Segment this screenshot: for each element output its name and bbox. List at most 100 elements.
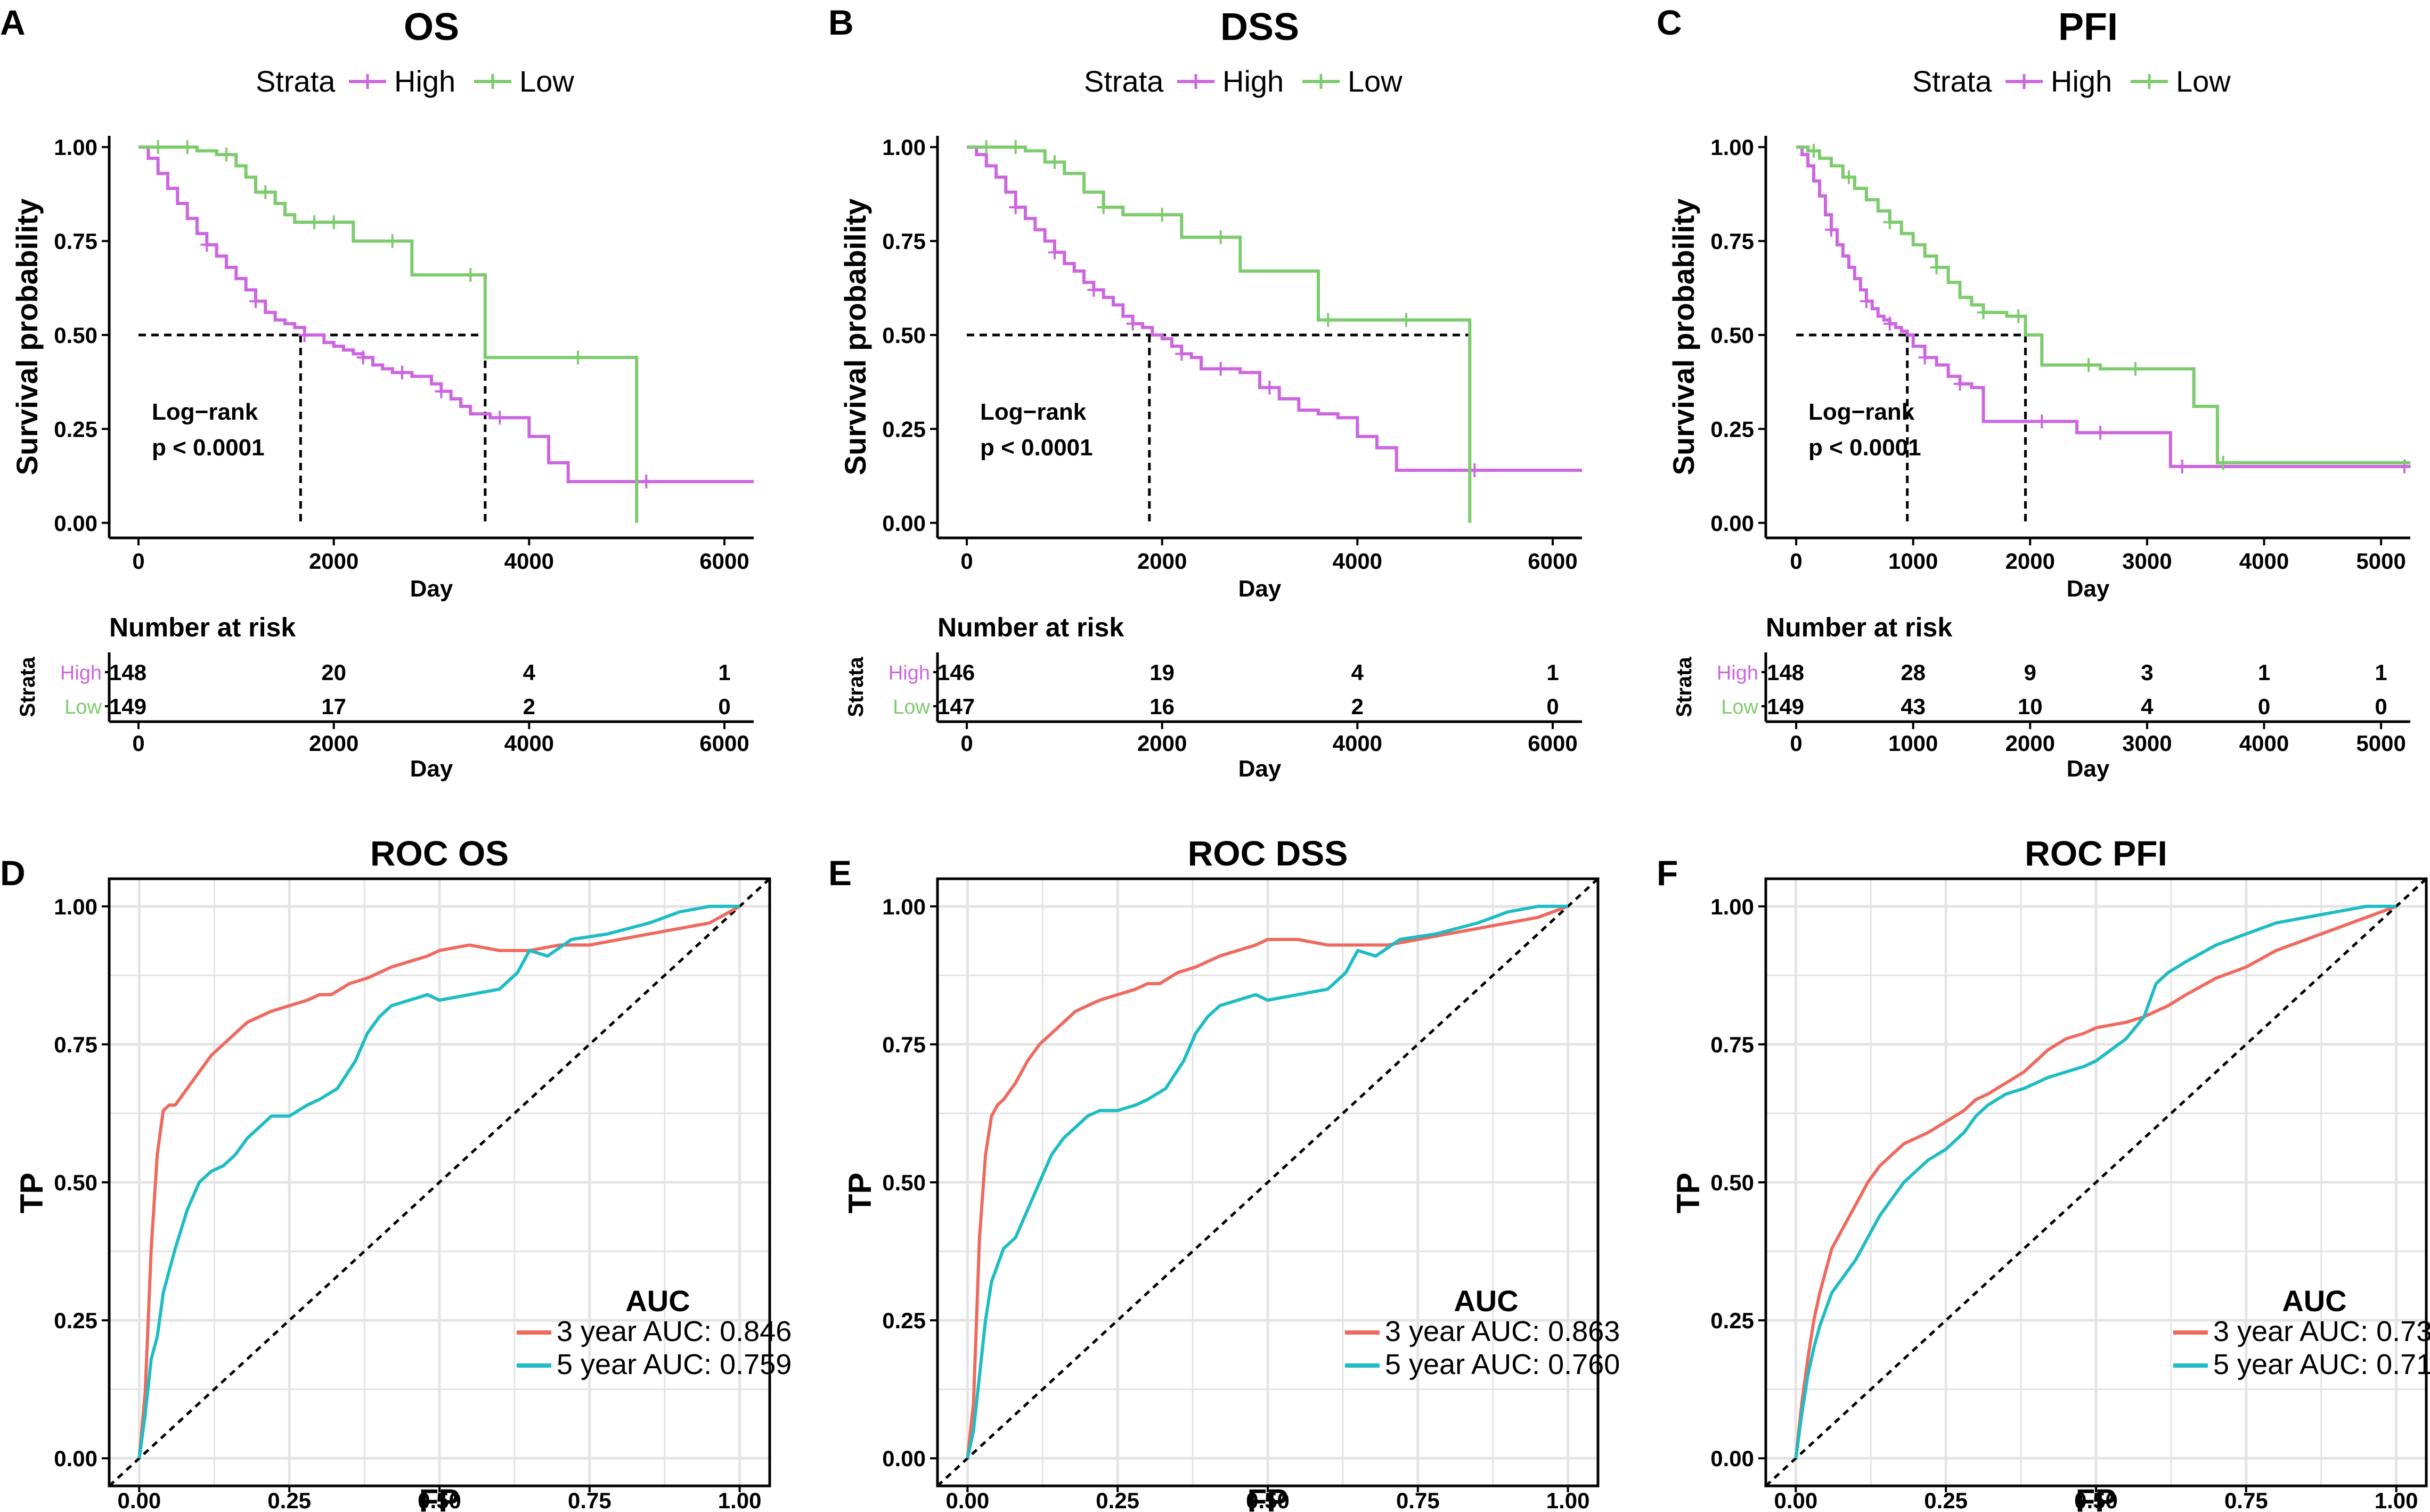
y-axis-title: TP [14, 1173, 50, 1214]
survival-curve-high [967, 145, 1582, 472]
censor-mark [2012, 309, 2025, 323]
x-tick-label: 4000 [504, 549, 554, 574]
risk-row-label-high: High [888, 662, 930, 684]
risk-table-x-axis-title: Day [1238, 756, 1282, 782]
risk-count: 146 [937, 660, 975, 685]
y-axis-title: Survival probability [10, 199, 44, 476]
y-tick-label: 0.75 [1710, 1032, 1754, 1057]
legend-label-high: High [2051, 64, 2112, 98]
x-tick-label: 0.50 [418, 1488, 461, 1512]
censor-mark [1883, 215, 1896, 230]
censor-mark [2094, 426, 2107, 440]
y-tick-label: 0.00 [54, 1446, 97, 1471]
roc-curve-3-year [1794, 904, 2397, 1459]
risk-count: 1 [2375, 660, 2387, 685]
legend-label: 3 year AUC: 0.734 [2213, 1315, 2430, 1347]
y-tick-label: 0.75 [54, 1032, 97, 1057]
censor-mark [1322, 313, 1335, 327]
y-tick-label: 0.25 [882, 416, 926, 442]
panel-title: ROC DSS [1188, 833, 1348, 873]
x-tick-label: 4000 [1333, 549, 1382, 574]
censor-mark [1009, 140, 1022, 154]
risk-row-label-low: Low [893, 696, 930, 718]
panel-letter: F [1657, 853, 1678, 893]
survival-series-high [1796, 145, 2411, 473]
legend-key-censor [360, 74, 375, 89]
risk-count: 1 [1546, 660, 1559, 685]
roc-curve-5-year [137, 904, 740, 1459]
censor-mark [1930, 260, 1943, 274]
risk-table-x-tick-label: 3000 [2122, 731, 2172, 756]
risk-table-x-tick-label: 2000 [1137, 731, 1187, 756]
risk-row-label-low: Low [64, 696, 102, 718]
x-tick-label: 2000 [2005, 549, 2055, 574]
risk-count: 0 [718, 694, 730, 719]
risk-count: 2 [1351, 694, 1364, 719]
risk-table-x-axis-title: Day [2067, 756, 2110, 782]
risk-table-strata-label: Strata [844, 657, 868, 717]
censor-mark [1860, 294, 1873, 308]
censor-mark [181, 140, 194, 154]
censor-mark [356, 350, 370, 365]
risk-count: 1 [2258, 660, 2270, 685]
x-tick-label: 1.00 [1546, 1488, 1590, 1512]
censor-mark [2129, 362, 2142, 376]
x-tick-label: 0 [1790, 549, 1802, 574]
censor-mark [1977, 305, 1990, 320]
y-tick-label: 1.00 [1710, 894, 1754, 919]
y-tick-label: 0.25 [882, 1308, 926, 1333]
censor-mark [327, 215, 340, 230]
roc-curve-5-year [966, 904, 1568, 1459]
survival-series-high [138, 145, 754, 489]
y-tick-label: 0.50 [882, 1170, 926, 1195]
survival-curve-high [138, 145, 754, 484]
y-axis-title: Survival probability [838, 199, 872, 476]
y-axis-title: TP [1670, 1173, 1706, 1214]
legend-title: AUC [2282, 1284, 2346, 1318]
x-tick-label: 0.50 [1246, 1488, 1290, 1512]
censor-mark [640, 475, 653, 489]
risk-table-x-axis-title: Day [410, 756, 453, 782]
y-tick-label: 0.25 [1710, 1308, 1754, 1333]
y-tick-label: 0.50 [1710, 1170, 1754, 1195]
censor-mark [1087, 283, 1100, 297]
censor-mark [1214, 230, 1227, 244]
x-tick-label: 0.25 [1924, 1488, 1968, 1512]
x-axis-title: FP [2076, 1483, 2117, 1512]
y-tick-label: 0.50 [54, 1170, 97, 1195]
logrank-label: Log−rank [152, 399, 258, 425]
censor-mark [980, 140, 993, 154]
y-tick-label: 1.00 [882, 894, 926, 919]
y-tick-label: 0.00 [1710, 1446, 1754, 1471]
risk-table-title: Number at risk [1766, 612, 1952, 642]
y-axis-title: Survival probability [1667, 199, 1700, 476]
censor-mark [249, 294, 262, 308]
legend-label-low: Low [2176, 64, 2231, 98]
x-tick-label: 0.75 [1396, 1488, 1440, 1512]
x-tick-label: 1.00 [2375, 1488, 2418, 1512]
risk-table-x-tick-label: 4000 [504, 731, 554, 756]
y-tick-label: 1.00 [54, 135, 97, 160]
legend-title: Strata [1912, 64, 1992, 98]
logrank-label: Log−rank [980, 399, 1087, 425]
panel-title: ROC PFI [2025, 833, 2167, 873]
risk-count: 149 [1767, 694, 1804, 719]
roc-panel-e: E ROC DSS 0.00 0.25 0.50 0.75 1.00 0.00 0.25 0.50… [828, 833, 1620, 1512]
risk-table-title: Number at risk [109, 612, 296, 642]
censor-mark [1009, 200, 1022, 215]
risk-count: 17 [321, 694, 346, 719]
roc-curve-5-year [1794, 904, 2396, 1459]
legend-key-censor [485, 74, 500, 89]
y-tick-label: 0.25 [1710, 416, 1754, 442]
survival-series-low [138, 140, 639, 523]
legend-label-low: Low [1348, 64, 1402, 98]
panel-letter: B [828, 3, 854, 42]
risk-count: 148 [109, 660, 146, 685]
y-tick-label: 1.00 [54, 894, 97, 919]
x-tick-label: 0.75 [568, 1488, 611, 1512]
